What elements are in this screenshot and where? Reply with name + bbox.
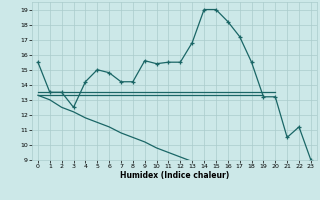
X-axis label: Humidex (Indice chaleur): Humidex (Indice chaleur) [120,171,229,180]
